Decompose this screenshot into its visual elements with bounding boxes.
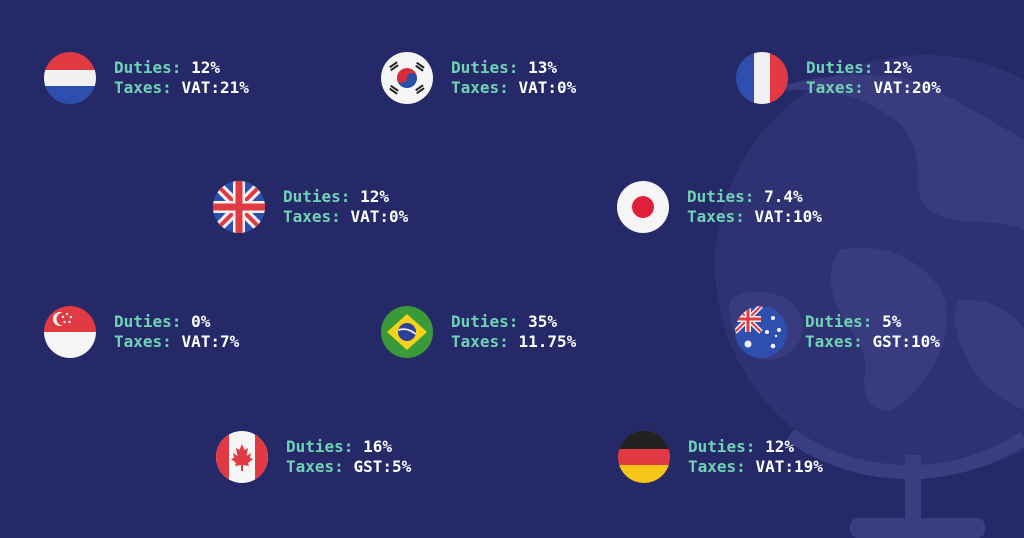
country-south-korea: Duties: 13% Taxes: VAT:0% <box>381 52 576 104</box>
netherlands-flag-icon <box>44 52 96 104</box>
tariff-info: Duties: 5% Taxes: GST:10% <box>805 312 940 353</box>
taxes-value: 11.75% <box>518 332 577 351</box>
taxes-value: GST:10% <box>872 332 940 351</box>
australia-flag-icon <box>735 306 787 358</box>
taxes-value: VAT:19% <box>755 457 823 476</box>
singapore-flag-icon <box>44 306 96 358</box>
taxes-value: GST:5% <box>353 457 412 476</box>
duties-value: 12% <box>360 186 389 206</box>
duties-value: 16% <box>363 436 392 456</box>
tariff-info: Duties: 12% Taxes: VAT:21% <box>114 58 249 99</box>
tariff-info: Duties: 12% Taxes: VAT:0% <box>283 187 408 228</box>
taxes-value: VAT:10% <box>754 207 822 226</box>
country-japan: Duties: 7.4% Taxes: VAT:10% <box>617 181 822 233</box>
country-brazil: Duties: 35% Taxes: 11.75% <box>381 306 576 358</box>
country-germany: Duties: 12% Taxes: VAT:19% <box>618 431 823 483</box>
canada-flag-icon <box>216 431 268 483</box>
taxes-label: Taxes: <box>687 207 745 226</box>
tariff-info: Duties: 0% Taxes: VAT:7% <box>114 312 239 353</box>
duties-label: Duties: <box>114 57 182 77</box>
duties-label: Duties: <box>451 311 519 331</box>
duties-label: Duties: <box>286 436 354 456</box>
taxes-value: VAT:21% <box>181 78 249 97</box>
taxes-label: Taxes: <box>805 332 863 351</box>
germany-flag-icon <box>618 431 670 483</box>
country-canada: Duties: 16% Taxes: GST:5% <box>216 431 411 483</box>
duties-label: Duties: <box>687 186 755 206</box>
duties-label: Duties: <box>114 311 182 331</box>
duties-label: Duties: <box>688 436 756 456</box>
brazil-flag-icon <box>381 306 433 358</box>
tariff-info: Duties: 12% Taxes: VAT:20% <box>806 58 941 99</box>
duties-label: Duties: <box>283 186 351 206</box>
taxes-label: Taxes: <box>114 332 172 351</box>
taxes-label: Taxes: <box>688 457 746 476</box>
duties-value: 12% <box>191 57 220 77</box>
taxes-label: Taxes: <box>114 78 172 97</box>
country-netherlands: Duties: 12% Taxes: VAT:21% <box>44 52 249 104</box>
tariff-info: Duties: 13% Taxes: VAT:0% <box>451 58 576 99</box>
tariff-info: Duties: 12% Taxes: VAT:19% <box>688 437 823 478</box>
duties-value: 13% <box>528 57 557 77</box>
tariff-info: Duties: 16% Taxes: GST:5% <box>286 437 411 478</box>
country-france: Duties: 12% Taxes: VAT:20% <box>736 52 941 104</box>
duties-label: Duties: <box>451 57 519 77</box>
duties-value: 0% <box>191 311 211 331</box>
country-uk: Duties: 12% Taxes: VAT:0% <box>213 181 408 233</box>
taxes-label: Taxes: <box>283 207 341 226</box>
country-australia: Duties: 5% Taxes: GST:10% <box>735 306 940 358</box>
taxes-label: Taxes: <box>451 332 509 351</box>
tariff-info: Duties: 7.4% Taxes: VAT:10% <box>687 187 822 228</box>
duties-value: 12% <box>765 436 794 456</box>
south-korea-flag-icon <box>381 52 433 104</box>
taxes-value: VAT:20% <box>873 78 941 97</box>
taxes-label: Taxes: <box>286 457 344 476</box>
tariff-info: Duties: 35% Taxes: 11.75% <box>451 312 576 353</box>
taxes-label: Taxes: <box>806 78 864 97</box>
taxes-label: Taxes: <box>451 78 509 97</box>
duties-value: 7.4% <box>764 186 803 206</box>
duties-label: Duties: <box>805 311 873 331</box>
france-flag-icon <box>736 52 788 104</box>
duties-value: 35% <box>528 311 557 331</box>
duties-label: Duties: <box>806 57 874 77</box>
uk-flag-icon <box>213 181 265 233</box>
duties-value: 5% <box>882 311 902 331</box>
taxes-value: VAT:7% <box>181 332 240 351</box>
japan-flag-icon <box>617 181 669 233</box>
taxes-value: VAT:0% <box>518 78 577 97</box>
country-singapore: Duties: 0% Taxes: VAT:7% <box>44 306 239 358</box>
duties-value: 12% <box>883 57 912 77</box>
taxes-value: VAT:0% <box>350 207 409 226</box>
